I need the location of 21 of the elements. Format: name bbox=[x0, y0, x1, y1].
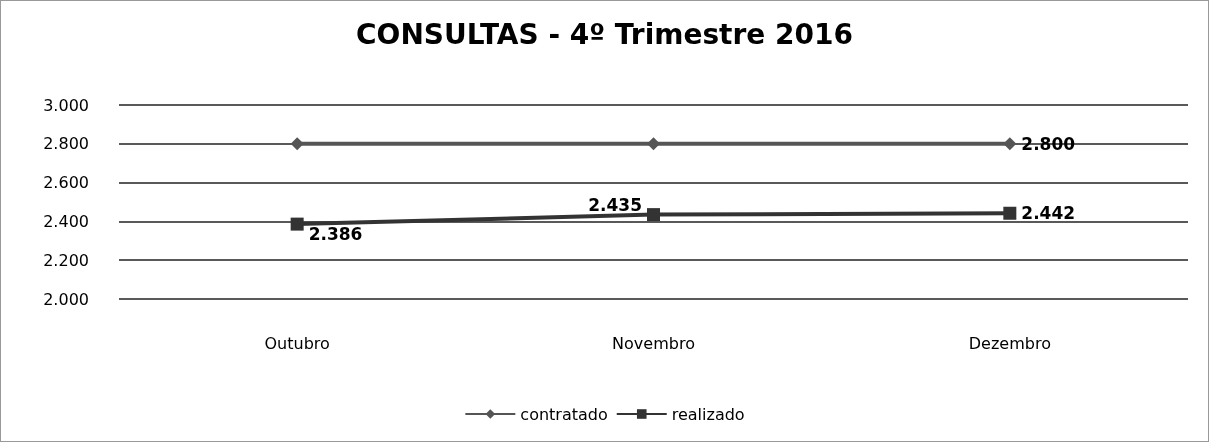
chart-title: CONSULTAS - 4º Trimestre 2016 bbox=[356, 17, 853, 51]
x-tick-label: Novembro bbox=[612, 333, 695, 353]
legend-label: realizado bbox=[671, 404, 745, 424]
point bbox=[1003, 206, 1017, 220]
point bbox=[1003, 137, 1017, 151]
y-tick-label: 2.600 bbox=[43, 173, 89, 193]
point bbox=[290, 217, 304, 231]
y-tick-label: 3.000 bbox=[43, 95, 89, 115]
data-label: 2.386 bbox=[308, 224, 363, 245]
x-tick-label: Dezembro bbox=[968, 333, 1051, 353]
legend-label: contratado bbox=[520, 404, 608, 424]
y-tick-label: 2.800 bbox=[43, 134, 89, 154]
data-label: 2.442 bbox=[1021, 203, 1076, 224]
x-tick-label: Outubro bbox=[264, 333, 330, 353]
point bbox=[647, 137, 660, 151]
point bbox=[290, 137, 304, 151]
y-tick-label: 2.000 bbox=[43, 289, 89, 309]
y-tick-label: 2.200 bbox=[43, 250, 89, 270]
point bbox=[647, 208, 660, 222]
data-label: 2.435 bbox=[588, 194, 642, 215]
y-tick-label: 2.400 bbox=[43, 211, 89, 231]
